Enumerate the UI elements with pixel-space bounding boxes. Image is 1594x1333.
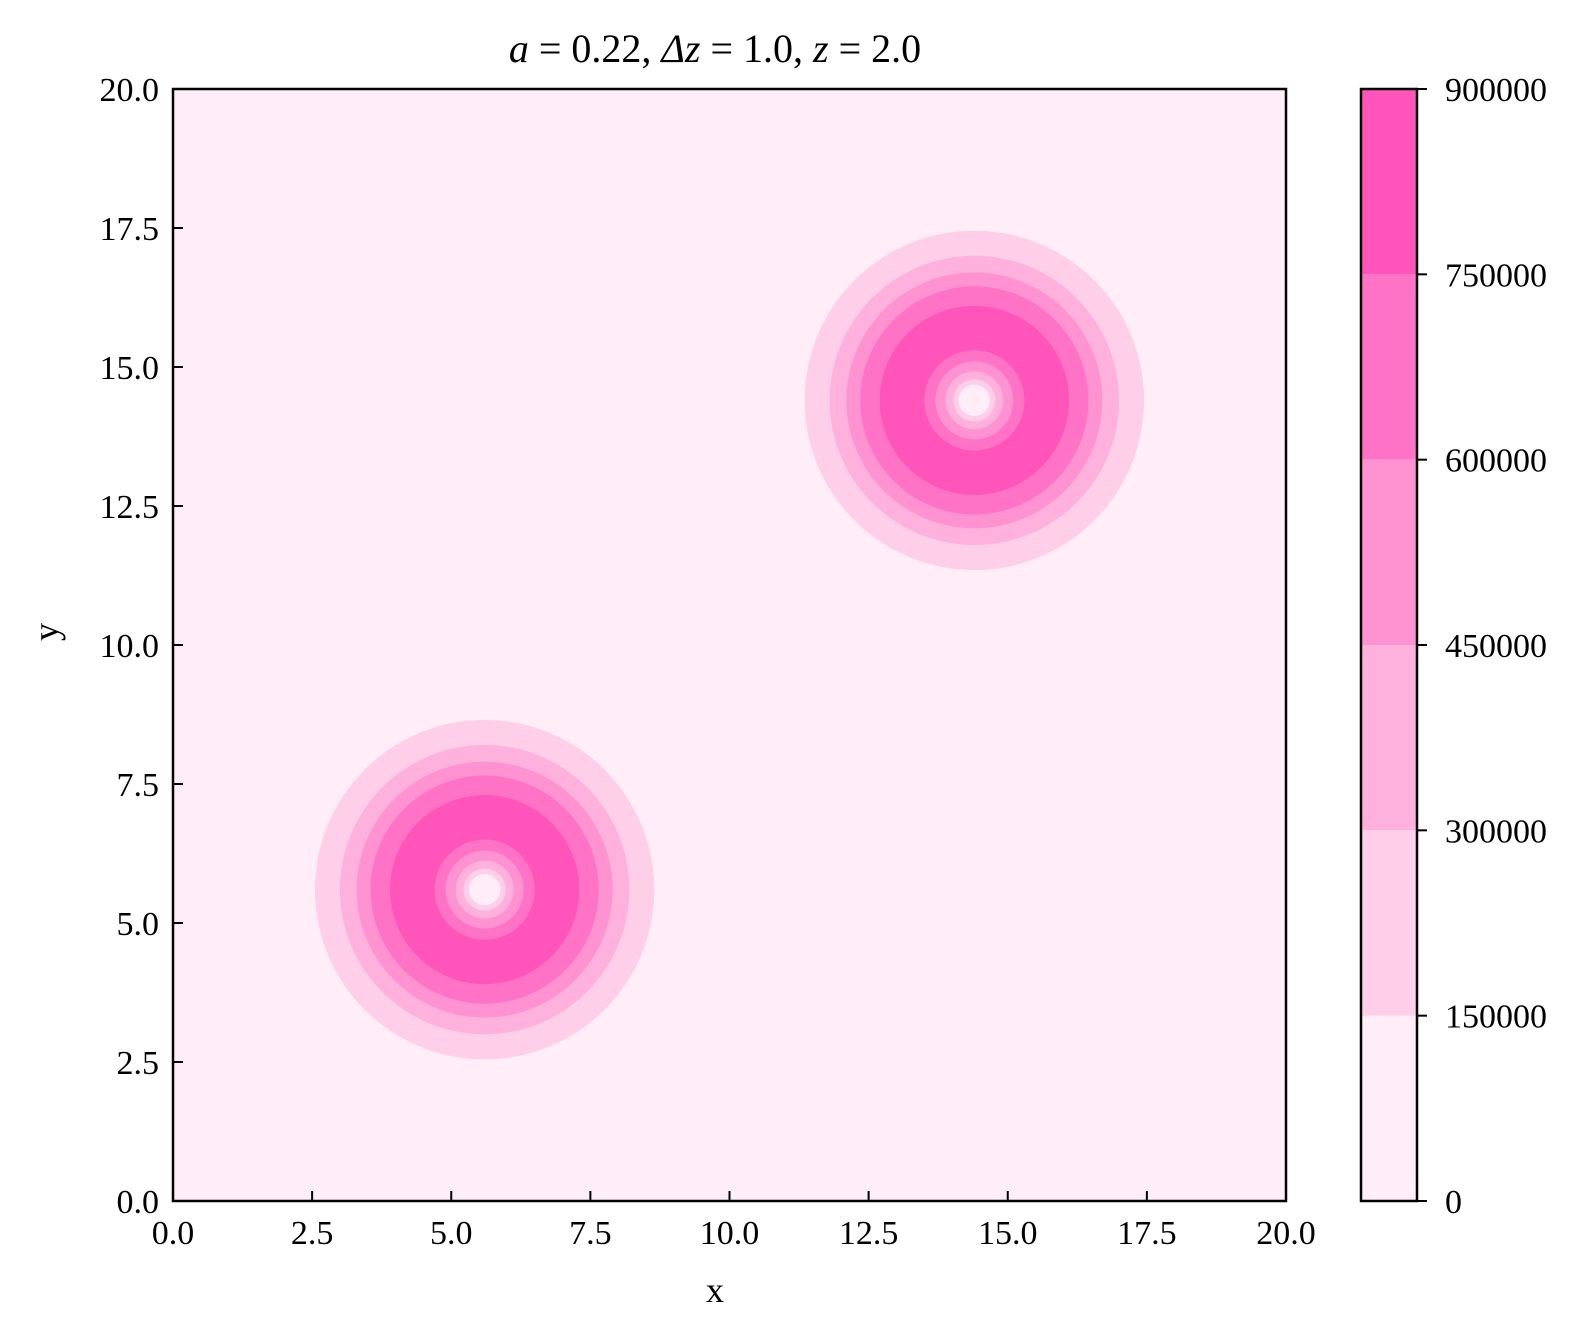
y-tick-label: 7.5 (117, 767, 160, 804)
contour-ring (469, 874, 501, 906)
colorbar-tick-label: 450000 (1445, 628, 1547, 665)
contour-background (173, 89, 1286, 1201)
chart-title: a = 0.22, Δz = 1.0, z = 2.0 (509, 26, 921, 71)
y-tick-label: 20.0 (100, 72, 160, 109)
colorbar-tick-label: 300000 (1445, 813, 1547, 850)
x-tick-label: 7.5 (569, 1215, 612, 1252)
colorbar-segment (1361, 274, 1417, 460)
x-tick-label: 10.0 (700, 1215, 760, 1252)
vortex-2 (804, 230, 1145, 571)
contour-ring (958, 384, 990, 416)
contour-plot-area (171, 87, 1288, 1203)
x-tick-label: 2.5 (291, 1215, 334, 1252)
y-axis: 0.0 2.5 5.0 7.5 10.0 12.5 15.0 17.5 20.0 (100, 72, 183, 1221)
colorbar-segment (1361, 459, 1417, 645)
y-axis-label: y (26, 623, 66, 641)
y-tick-label: 12.5 (100, 489, 160, 526)
x-tick-label: 20.0 (1256, 1215, 1316, 1252)
colorbar: 0 150000 300000 450000 600000 750000 900000 (1359, 72, 1547, 1221)
colorbar-tick-label: 0 (1445, 1184, 1462, 1221)
x-tick-label: 0.0 (152, 1215, 195, 1252)
x-axis-label: x (706, 1270, 724, 1310)
x-tick-label: 15.0 (978, 1215, 1038, 1252)
colorbar-tick-label: 750000 (1445, 257, 1547, 294)
x-tick-label: 5.0 (430, 1215, 473, 1252)
y-tick-label: 17.5 (100, 211, 160, 248)
colorbar-tick-label: 900000 (1445, 72, 1547, 109)
y-tick-label: 15.0 (100, 350, 160, 387)
colorbar-segment (1361, 1015, 1417, 1201)
colorbar-segment (1361, 645, 1417, 831)
colorbar-segment (1361, 830, 1417, 1016)
y-tick-label: 5.0 (117, 906, 160, 943)
y-tick-label: 10.0 (100, 628, 160, 665)
colorbar-tick-label: 150000 (1445, 999, 1547, 1036)
y-tick-label: 2.5 (117, 1045, 160, 1082)
colorbar-tick-label: 600000 (1445, 443, 1547, 480)
y-tick-label: 0.0 (117, 1184, 160, 1221)
x-axis: 0.0 2.5 5.0 7.5 10.0 12.5 15.0 17.5 20.0 (152, 1191, 1316, 1252)
x-tick-label: 17.5 (1117, 1215, 1177, 1252)
vortex-1 (314, 719, 655, 1060)
colorbar-segment (1361, 89, 1417, 275)
x-tick-label: 12.5 (839, 1215, 899, 1252)
